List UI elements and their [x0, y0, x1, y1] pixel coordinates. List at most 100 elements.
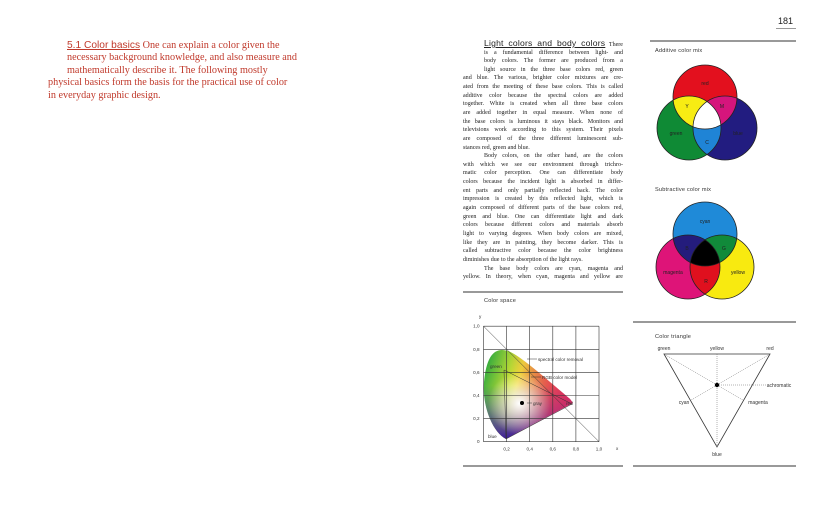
gray-point	[520, 401, 524, 405]
y-tick-label: 0,2	[473, 416, 480, 421]
label-y: Y	[685, 104, 689, 110]
dashed-line	[663, 353, 744, 401]
body-line: colors because the incident light is abs…	[463, 179, 623, 186]
label-magenta: magenta	[663, 270, 683, 276]
intro-line: physical basics form the basis for the p…	[48, 77, 288, 89]
x-tick-label: 1,0	[596, 447, 603, 452]
divider	[463, 465, 623, 467]
body-line: additive color because the spectral colo…	[463, 92, 623, 99]
y-tick-label: 0,8	[473, 347, 480, 352]
subtractive-title: Subtractive color mix	[655, 187, 712, 193]
label-blue: blue	[712, 452, 722, 458]
y-tick-label: 0,4	[473, 393, 480, 398]
label-yellow: yellow	[710, 346, 724, 352]
rgb-triangle-edge	[503, 369, 573, 405]
body-line: are composed of the three different lumi…	[463, 135, 623, 142]
body-line: the base colors is luminous it stays bla…	[463, 118, 623, 125]
label-g: G	[722, 246, 726, 252]
label-red: red	[766, 346, 773, 352]
annotation-spectral: spectral color removal	[538, 357, 583, 362]
body-line: is a fundamental difference between ligh…	[484, 49, 623, 56]
rgb-triangle-edge	[505, 403, 573, 440]
body-line: ent parts and only partially reflected b…	[463, 187, 623, 194]
triangle-title: Color triangle	[655, 334, 692, 340]
label-magenta: magenta	[748, 400, 768, 406]
label-blue: blue	[733, 131, 743, 137]
body-line: again composed of different parts of the…	[463, 205, 623, 212]
body-line: body colors. The former are produced fro…	[484, 58, 623, 65]
divider	[633, 465, 796, 467]
page-number: 181	[778, 16, 794, 26]
body-line: stances red, green and blue.	[463, 144, 530, 151]
label-cyan: cyan	[700, 219, 711, 225]
annotation-green: green	[490, 364, 502, 369]
intro-paragraph: 5.1 Color basics One can explain a color…	[48, 40, 310, 102]
body-line: together. White is created when all thre…	[463, 101, 623, 108]
divider	[463, 291, 623, 293]
intro-line: mathematically describe it. The followin…	[67, 64, 268, 76]
page-number-rule	[776, 28, 796, 29]
label-achromatic: achromatic	[767, 383, 792, 389]
color-space-title: Color space	[484, 298, 517, 304]
body-line: green and blue. One can differentiate li…	[463, 213, 623, 220]
body-line: called subtractive color because the col…	[463, 248, 623, 255]
body-line: like they are in painting, they become d…	[463, 239, 623, 246]
body-line: colors because different colors and mate…	[463, 222, 623, 229]
y-tick-label: 0,6	[473, 370, 480, 375]
body-line: televisions work according to this syste…	[463, 127, 623, 134]
x-tick-label: 0,8	[573, 447, 580, 452]
label-c: C	[705, 140, 709, 146]
label-cyan: cyan	[679, 400, 690, 406]
y-tick-label: 1,0	[473, 324, 480, 329]
annotation-red: red	[566, 401, 573, 406]
color-space-diagram: 1,0 0,8 0,6 0,4 0,2 0 0,2 0,4 0,6 0,8 1,0 spectral…	[473, 314, 619, 452]
body-line: yellow. In theory, when cyan, magenta an…	[463, 274, 623, 281]
body-text-column: Light colors and body colors There is a …	[463, 39, 623, 282]
body-heading: Light colors and body colors	[484, 38, 606, 48]
label-green: green	[670, 131, 683, 137]
black-center	[690, 235, 720, 266]
white-center	[693, 96, 721, 129]
y-tick-label: 0	[477, 439, 480, 444]
achromatic-point	[714, 382, 720, 388]
annotation-blue: blue	[488, 434, 497, 439]
color-triangle-diagram: green yellow red achromatic cyan magenta…	[658, 346, 792, 458]
grid	[483, 325, 600, 442]
dashed-line	[690, 353, 771, 401]
annotation-rgb: RGB color model	[542, 375, 577, 380]
label-yellow: yellow	[731, 270, 745, 276]
label-m: M	[720, 104, 724, 110]
x-tick-label: 0,6	[550, 447, 557, 452]
section-heading: 5.1 Color basics	[67, 40, 141, 51]
label-green: green	[658, 346, 671, 352]
body-line: diminishes due to the absorption of the …	[463, 256, 583, 263]
body-line: There	[608, 42, 623, 48]
x-tick-label: 0,4	[527, 447, 534, 452]
rgb-triangle-edge	[503, 369, 507, 440]
divider	[633, 321, 796, 323]
subtractive-venn: cyan magenta yellow B G R	[655, 201, 755, 300]
diagonal-line	[483, 326, 600, 442]
annotation-gray: gray	[533, 401, 543, 406]
divider	[650, 40, 796, 42]
label-b: B	[685, 246, 689, 252]
body-line: ated from the meeting of these base colo…	[463, 84, 623, 91]
body-line: Body colors, on the other hand, are the …	[484, 153, 623, 160]
label-red: red	[701, 81, 708, 87]
body-line: and blue. The various, brighter color mi…	[463, 75, 623, 82]
body-line: The base body colors are cyan, magenta a…	[484, 265, 623, 272]
label-r: R	[704, 279, 708, 285]
body-line: impression is created by this reflected …	[463, 196, 623, 203]
x-tick-label: 0,2	[503, 447, 510, 452]
y-axis-label: y	[479, 314, 482, 319]
additive-title: Additive color mix	[655, 48, 703, 54]
body-line: matic color perception. One can differen…	[463, 170, 623, 177]
additive-venn: red green blue Y M C	[656, 64, 758, 161]
body-line: with which we see our environment throug…	[463, 161, 623, 168]
body-line: light source in the three base colors re…	[484, 66, 623, 73]
x-axis-label: x	[616, 446, 619, 451]
body-line: light to varying degrees. When body colo…	[463, 230, 623, 237]
intro-line: in everyday graphic design.	[48, 89, 161, 101]
intro-line: One can explain a color given the	[142, 40, 280, 51]
body-line: are added together in equal measure. Whe…	[463, 109, 623, 116]
